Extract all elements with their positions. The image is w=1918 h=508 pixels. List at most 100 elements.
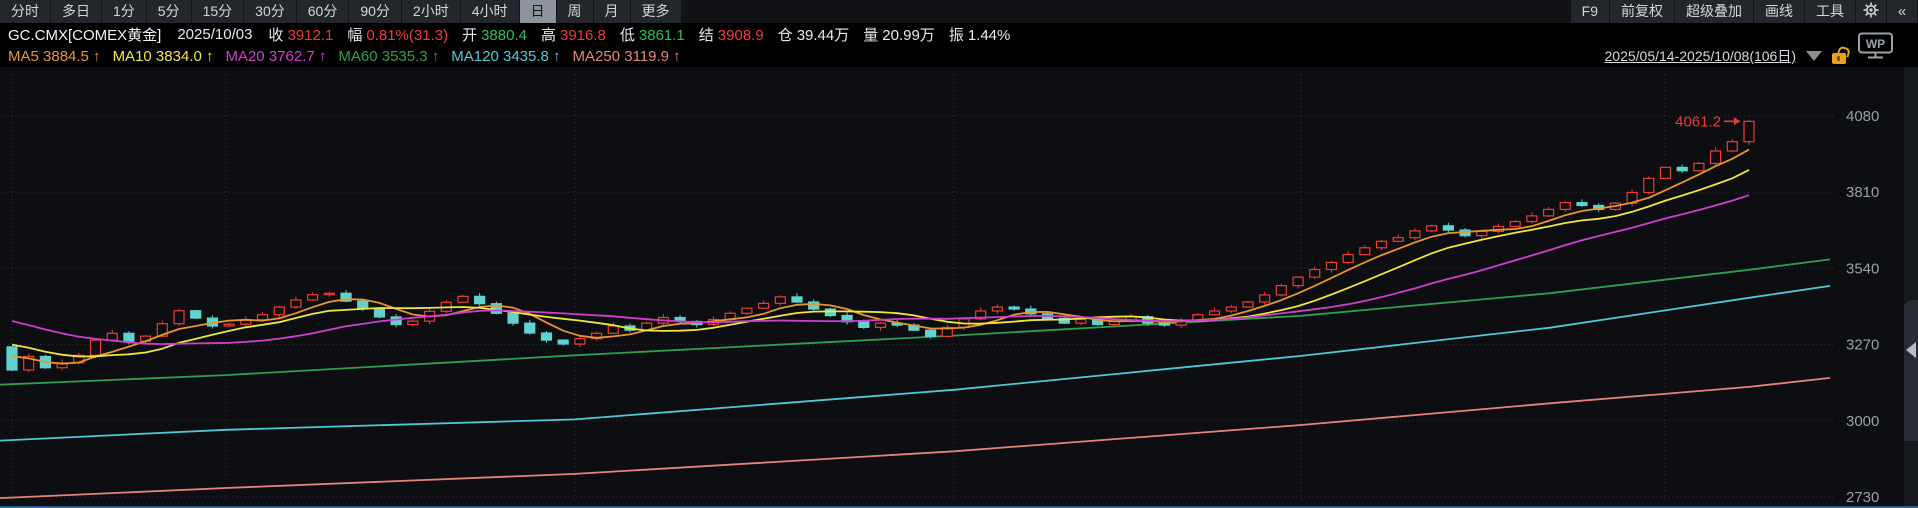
- chevron-down-icon[interactable]: [1806, 51, 1822, 61]
- candle-body: [1409, 230, 1421, 239]
- right-edge-strip: [1904, 67, 1918, 508]
- ma-values: MA5 3884.5 ↑ MA10 3834.0 ↑ MA20 3762.7 ↑ MA…: [8, 48, 693, 65]
- collapse-panel-left-icon[interactable]: [1906, 342, 1916, 358]
- timeframe-button-60分[interactable]: 60分: [296, 0, 349, 23]
- chart-canvas[interactable]: 4080 3810 3540 3270 3000 2730 4061.2: [0, 67, 1918, 508]
- timeframe-button-月[interactable]: 月: [593, 0, 630, 23]
- timeframe-button-更多[interactable]: 更多: [630, 0, 681, 23]
- last-price-label: 4061.2: [1675, 113, 1721, 130]
- candle-body: [574, 338, 586, 345]
- quote-field-label: 结: [698, 26, 714, 44]
- ma120-line: [0, 285, 1831, 442]
- symbol-name: GC.CMX[COMEX黄金]: [8, 26, 162, 44]
- candle-body: [1259, 294, 1271, 303]
- candle-body: [1058, 317, 1070, 324]
- candle-body: [1325, 261, 1338, 271]
- candle-body: [407, 320, 419, 326]
- candle-body: [1392, 237, 1404, 242]
- candle-body: [1576, 202, 1588, 207]
- timeframe-button-5分[interactable]: 5分: [146, 0, 191, 23]
- unlock-icon[interactable]: [1832, 52, 1846, 64]
- tool-buttons: F9 前复权 超级叠加 画线 工具: [1570, 0, 1856, 23]
- candle-body: [1476, 230, 1488, 237]
- quote-field-label: 开: [462, 26, 478, 44]
- candle-body: [741, 307, 753, 314]
- tool-button-画线[interactable]: 画线: [1754, 0, 1804, 23]
- tool-button-前复权[interactable]: 前复权: [1610, 0, 1674, 23]
- candle-body: [156, 323, 168, 337]
- quote-field-value: 39.44万: [796, 26, 850, 44]
- timeframe-button-30分[interactable]: 30分: [244, 0, 296, 23]
- timeframe-buttons: 分时 多日 1分 5分 15分 30分 60分 90分 2小时 4小时日周月更多: [0, 0, 682, 23]
- candle-body: [223, 323, 235, 327]
- date-range-control: 2025/05/14-2025/10/08(106日): [1605, 46, 1846, 66]
- timeframe-button-多日[interactable]: 多日: [51, 0, 101, 23]
- candle-body: [1275, 285, 1287, 296]
- timeframe-button-15分[interactable]: 15分: [191, 0, 244, 23]
- quote-field-value: 0.81%(31.3): [366, 26, 449, 44]
- candle-body: [1693, 162, 1705, 172]
- quote-bar: GC.CMX[COMEX黄金] 2025/10/03 收 3912.1 幅 0.81%…: [0, 23, 1918, 45]
- candle-body: [1075, 318, 1087, 324]
- quote-field-高: 高 3916.8: [541, 24, 606, 45]
- candle-body: [1242, 301, 1254, 308]
- candle-body: [557, 339, 569, 345]
- quote-fields: 收 3912.1 幅 0.81%(31.3) 开 3880.4 高 3916.8 低 3861.1…: [268, 24, 1024, 45]
- y-axis-label-3540: 3540: [1846, 260, 1879, 277]
- timeframe-button-90分[interactable]: 90分: [349, 0, 401, 23]
- timeframe-button-4小时[interactable]: 4小时: [460, 0, 519, 23]
- tool-button-F9[interactable]: F9: [1570, 0, 1609, 23]
- gear-icon: [1863, 2, 1879, 22]
- date-range-label[interactable]: 2025/05/14-2025/10/08(106日): [1604, 48, 1796, 64]
- ma-item-MA60: MA60 3535.3 ↑: [338, 47, 440, 65]
- ma-item-MA250: MA250 3119.9 ↑: [572, 47, 681, 65]
- candle-body: [540, 332, 553, 341]
- candle-body: [1375, 240, 1388, 249]
- candle-body: [89, 339, 102, 356]
- timeframe-button-分时[interactable]: 分时: [0, 0, 50, 23]
- scrollbar-thumb[interactable]: [1904, 300, 1918, 441]
- quote-field-量: 量 20.99万: [863, 24, 935, 45]
- candle-body: [1158, 322, 1171, 326]
- candle-body: [1225, 306, 1237, 312]
- candle-body: [874, 322, 887, 328]
- candle-body: [340, 292, 352, 302]
- candle-body: [457, 295, 469, 303]
- tool-button-超级叠加[interactable]: 超级叠加: [1675, 0, 1753, 23]
- candle-body: [1208, 310, 1221, 316]
- candle-body: [373, 307, 386, 318]
- candle-body: [808, 301, 820, 310]
- candle-body: [1008, 306, 1020, 310]
- candle-body: [1726, 141, 1738, 152]
- ma60-line: [0, 258, 1831, 386]
- quote-field-幅: 幅 0.81%(31.3): [347, 24, 448, 45]
- candle-body: [774, 296, 786, 304]
- ma-item-MA120: MA120 3435.8 ↑: [451, 47, 561, 65]
- quote-field-label: 振: [948, 26, 964, 44]
- candle-body: [190, 310, 202, 319]
- candle-body: [1643, 177, 1655, 194]
- candle-body: [1526, 215, 1538, 223]
- double-chevron-left-icon: «: [1897, 3, 1907, 20]
- candle-body: [1359, 247, 1371, 256]
- candle-body: [941, 326, 953, 338]
- collapse-toolbar-button[interactable]: «: [1887, 0, 1917, 23]
- timeframe-button-日[interactable]: 日: [519, 0, 556, 23]
- timeframe-button-1分[interactable]: 1分: [102, 0, 146, 23]
- quote-field-value: 3880.4: [481, 26, 527, 44]
- timeframe-button-2小时[interactable]: 2小时: [401, 0, 460, 23]
- quote-field-开: 开 3880.4: [462, 24, 527, 45]
- candle-body: [1426, 225, 1438, 232]
- y-axis-label-2730: 2730: [1846, 489, 1879, 506]
- candle-body: [256, 314, 269, 321]
- settings-button[interactable]: [1856, 0, 1886, 23]
- candle-body: [1292, 276, 1304, 287]
- candle-body: [1342, 253, 1354, 264]
- tool-button-工具[interactable]: 工具: [1805, 0, 1855, 23]
- ma-item-MA5: MA5 3884.5 ↑: [8, 47, 101, 65]
- quote-field-value: 1.44%: [967, 26, 1011, 44]
- candlestick-chart[interactable]: 4080 3810 3540 3270 3000 2730 4061.2: [0, 67, 1918, 508]
- timeframe-button-周[interactable]: 周: [556, 0, 593, 23]
- candle-body: [6, 346, 18, 371]
